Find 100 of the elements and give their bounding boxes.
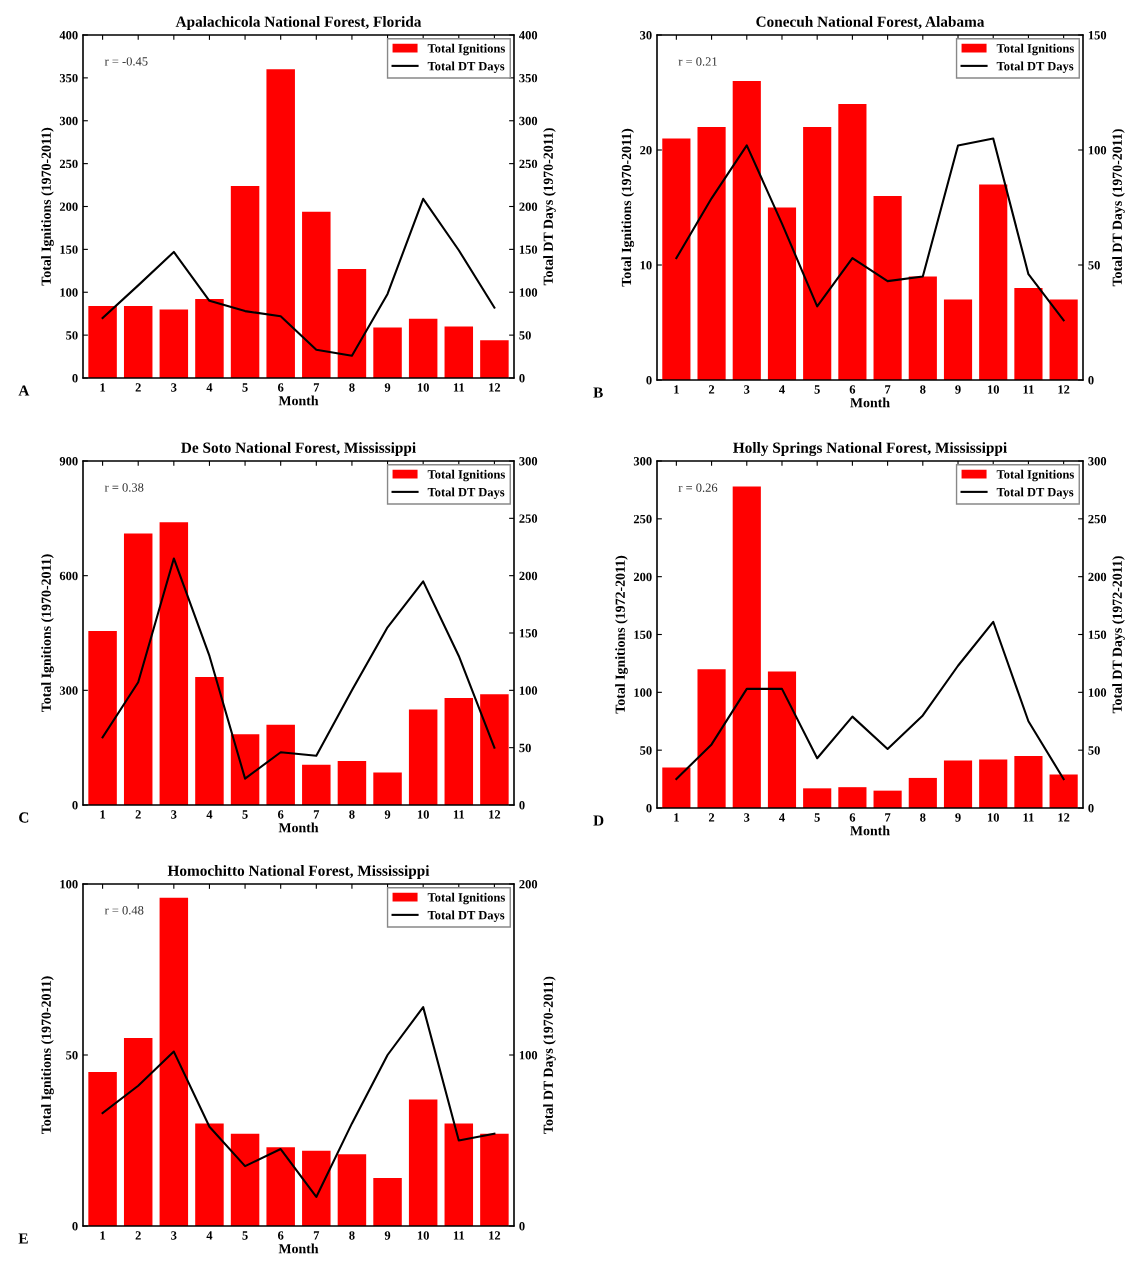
- y2-tick-label: 250: [1088, 514, 1107, 524]
- x-tick-label: 7: [313, 383, 320, 392]
- x-tick-label: 4: [206, 1231, 213, 1240]
- bar: [1014, 288, 1043, 380]
- x-tick-label: 3: [171, 383, 177, 392]
- chart-title: Holly Springs National Forest, Mississippi: [733, 442, 1007, 457]
- x-axis-title: Month: [278, 395, 319, 406]
- legend-label: Total Ignitions: [996, 43, 1074, 56]
- annotation: r = 0.38: [104, 483, 144, 492]
- x-tick-label: 9: [955, 385, 961, 394]
- y2-tick-label: 150: [1088, 630, 1107, 639]
- y2-tick-label: 100: [519, 1051, 538, 1060]
- legend-label: Total DT Days: [427, 910, 505, 922]
- bar: [408, 1099, 438, 1226]
- y2-tick-label: 100: [519, 686, 538, 695]
- bar: [803, 788, 832, 808]
- y2-tick-label: 100: [519, 288, 538, 297]
- bar: [337, 761, 367, 805]
- x-tick-label: 8: [349, 1231, 355, 1240]
- x-tick-label: 8: [349, 810, 355, 819]
- bar: [732, 81, 761, 380]
- bar: [873, 196, 902, 380]
- bar: [266, 69, 295, 378]
- bar: [373, 772, 402, 805]
- y2-tick-label: 150: [1088, 31, 1107, 40]
- x-tick-label: 10: [417, 810, 429, 819]
- x-tick-label: 1: [100, 1231, 106, 1240]
- bar: [302, 211, 331, 378]
- bar: [88, 631, 117, 805]
- bar: [480, 340, 509, 378]
- y2-axis-title: Total DT Days (1970-2011): [543, 128, 556, 286]
- y2-tick-label: 0: [519, 1222, 525, 1231]
- y-tick-label: 0: [72, 801, 78, 810]
- bar: [908, 276, 937, 380]
- x-tick-label: 5: [814, 813, 820, 822]
- bar: [159, 309, 189, 378]
- legend-label: Total Ignitions: [427, 469, 505, 482]
- line-series: [101, 557, 496, 780]
- x-tick-label: 11: [1023, 385, 1034, 394]
- x-tick-label: 5: [242, 383, 248, 392]
- y-tick-label: 0: [646, 804, 652, 813]
- x-tick-label: 6: [277, 810, 284, 819]
- y-tick-label: 900: [59, 457, 78, 466]
- x-tick-label: 3: [171, 1231, 177, 1240]
- y-axis-title: Total Ignitions (1970-2011): [41, 554, 54, 713]
- bar: [662, 138, 691, 380]
- bar: [444, 1123, 474, 1226]
- legend-label: Total DT Days: [427, 487, 505, 499]
- y2-axis-title: Total DT Days (1972-2011): [1112, 556, 1125, 714]
- y-tick-label: 100: [60, 288, 78, 297]
- y2-tick-label: 350: [519, 73, 538, 83]
- y2-axis-title: Total DT Days (1970-2011): [1112, 129, 1125, 287]
- x-tick-label: 1: [100, 383, 106, 392]
- bar: [444, 326, 474, 378]
- y-tick-label: 300: [633, 457, 652, 466]
- x-axis-title: Month: [850, 397, 890, 408]
- bar: [943, 760, 973, 808]
- bar: [943, 299, 973, 380]
- bar: [662, 767, 691, 808]
- chart-title: Apalachicola National Forest, Florida: [175, 16, 422, 30]
- y2-tick-label: 200: [1088, 572, 1107, 582]
- y-tick-label: 300: [59, 116, 78, 126]
- line-series: [101, 197, 496, 357]
- bar: [1049, 299, 1078, 380]
- x-tick-label: 2: [708, 813, 715, 822]
- x-tick-label: 7: [885, 385, 891, 394]
- x-tick-label: 5: [814, 385, 820, 394]
- x-tick-label: 3: [744, 385, 750, 394]
- bar: [1014, 755, 1043, 808]
- text: A: [18, 385, 30, 396]
- bar: [1049, 774, 1078, 808]
- bar: [408, 709, 438, 805]
- x-tick-label: 12: [1058, 385, 1070, 394]
- x-tick-label: 8: [349, 383, 355, 392]
- x-tick-label: 2: [135, 1231, 141, 1240]
- x-tick-label: 11: [1023, 813, 1034, 822]
- x-tick-label: 1: [674, 385, 679, 394]
- x-tick-label: 4: [779, 813, 785, 822]
- bar: [266, 1147, 295, 1226]
- y-tick-label: 350: [59, 73, 78, 83]
- x-tick-label: 6: [277, 1231, 284, 1240]
- y-tick-label: 20: [640, 146, 652, 155]
- x-tick-label: 7: [313, 810, 320, 819]
- x-tick-label: 11: [453, 383, 465, 392]
- bar: [732, 486, 761, 808]
- x-tick-label: 6: [277, 383, 284, 392]
- x-tick-label: 4: [206, 383, 213, 392]
- bar: [908, 777, 937, 808]
- x-tick-label: 10: [417, 1231, 429, 1240]
- line-series: [675, 620, 1065, 781]
- y-axis-title: Total Ignitions (1970-2011): [621, 128, 635, 287]
- y-tick-label: 600: [59, 571, 78, 581]
- y2-tick-label: 100: [1088, 688, 1107, 697]
- bar: [266, 724, 295, 805]
- y-tick-label: 150: [60, 245, 78, 254]
- x-tick-label: 2: [135, 383, 141, 392]
- y2-axis-title: Total DT Days (1970-2011): [543, 976, 556, 1134]
- x-tick-label: 2: [135, 810, 141, 819]
- x-tick-label: 11: [453, 1231, 465, 1240]
- bar: [123, 533, 153, 805]
